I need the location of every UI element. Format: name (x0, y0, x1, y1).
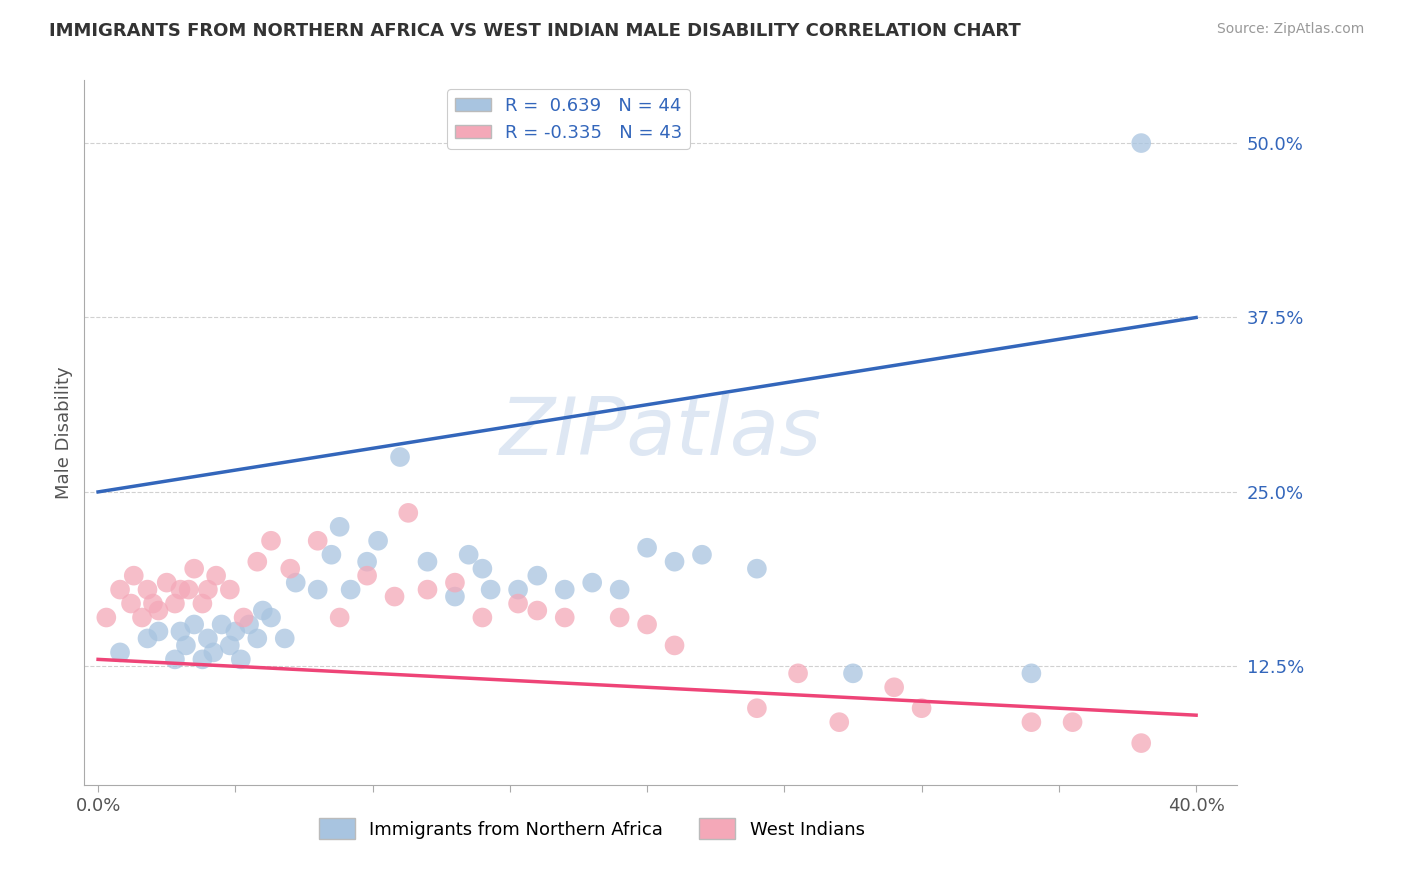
Point (1130, 736, 1153, 750)
Point (636, 617, 658, 632)
Point (609, 610, 631, 624)
Point (197, 582, 219, 597)
Point (205, 568, 228, 582)
Point (260, 610, 283, 624)
Point (842, 666, 865, 681)
Point (108, 582, 131, 597)
Point (1021, 666, 1043, 681)
Point (416, 555, 439, 569)
Point (1130, 136, 1153, 150)
Point (307, 533, 329, 548)
Point (197, 632, 219, 646)
Point (136, 632, 159, 646)
Point (183, 617, 205, 632)
Point (745, 562, 768, 576)
Point (526, 603, 548, 617)
Point (787, 666, 810, 681)
Point (321, 548, 343, 562)
Point (169, 582, 191, 597)
Point (506, 597, 529, 611)
Point (136, 582, 159, 597)
Point (828, 715, 851, 730)
Point (163, 597, 186, 611)
Point (444, 575, 467, 590)
Point (664, 555, 686, 569)
Point (224, 624, 246, 639)
Point (260, 533, 283, 548)
Point (457, 548, 479, 562)
Point (246, 632, 269, 646)
Point (636, 541, 658, 555)
Point (384, 590, 406, 604)
Point (339, 582, 361, 597)
Point (581, 575, 603, 590)
Point (120, 597, 142, 611)
Point (356, 568, 378, 582)
Point (169, 624, 191, 639)
Point (745, 701, 768, 715)
Point (444, 590, 467, 604)
Point (367, 533, 389, 548)
Point (131, 610, 153, 624)
Point (108, 645, 131, 659)
Point (526, 568, 548, 582)
Point (883, 680, 905, 694)
Point (156, 575, 179, 590)
Point (96, 610, 118, 624)
Point (554, 610, 576, 624)
Point (389, 450, 412, 464)
Text: Source: ZipAtlas.com: Source: ZipAtlas.com (1216, 22, 1364, 37)
Point (416, 582, 439, 597)
Point (910, 701, 932, 715)
Point (329, 610, 352, 624)
Point (252, 603, 274, 617)
Point (148, 624, 170, 639)
Point (274, 632, 297, 646)
Point (664, 639, 686, 653)
Point (246, 555, 269, 569)
Point (506, 582, 529, 597)
Point (278, 562, 301, 576)
Point (229, 652, 252, 666)
Point (174, 639, 197, 653)
Point (183, 562, 205, 576)
Legend: Immigrants from Northern Africa, West Indians: Immigrants from Northern Africa, West In… (311, 811, 872, 847)
Text: IMMIGRANTS FROM NORTHERN AFRICA VS WEST INDIAN MALE DISABILITY CORRELATION CHART: IMMIGRANTS FROM NORTHERN AFRICA VS WEST … (49, 22, 1021, 40)
Point (1021, 715, 1043, 730)
Point (177, 582, 200, 597)
Point (218, 582, 240, 597)
Point (396, 506, 419, 520)
Point (471, 562, 494, 576)
Y-axis label: Male Disability: Male Disability (55, 367, 73, 499)
Point (307, 582, 329, 597)
Point (1062, 715, 1084, 730)
Point (554, 582, 576, 597)
Point (211, 617, 233, 632)
Point (142, 597, 165, 611)
Point (163, 652, 186, 666)
Point (329, 520, 352, 534)
Point (609, 582, 631, 597)
Point (238, 617, 260, 632)
Point (191, 652, 214, 666)
Point (218, 639, 240, 653)
Text: ZIPatlas: ZIPatlas (499, 393, 823, 472)
Point (122, 568, 145, 582)
Point (202, 645, 225, 659)
Point (690, 548, 713, 562)
Point (191, 597, 214, 611)
Point (232, 610, 254, 624)
Point (148, 603, 170, 617)
Point (356, 555, 378, 569)
Point (471, 610, 494, 624)
Point (284, 575, 307, 590)
Point (479, 582, 502, 597)
